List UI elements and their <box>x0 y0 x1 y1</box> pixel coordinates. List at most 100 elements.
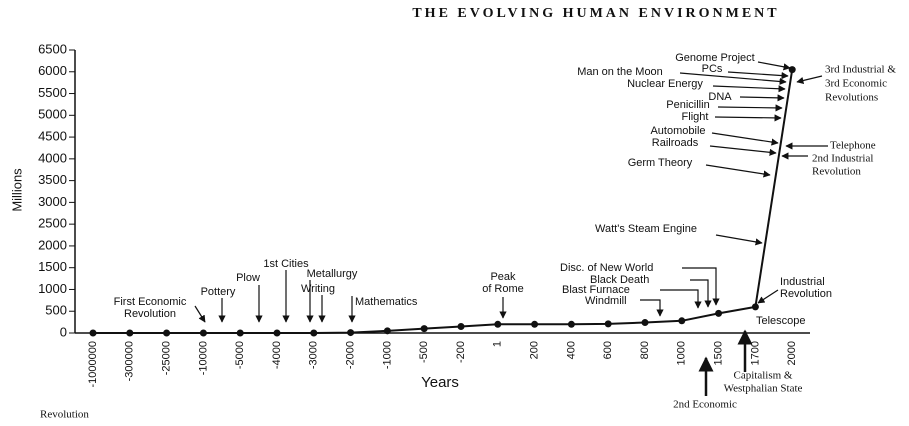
x-tick-label: 200 <box>529 341 541 359</box>
y-axis-label: Millions <box>9 168 24 212</box>
annotation-arrow <box>679 72 787 86</box>
annotation: Capitalism & <box>734 370 793 382</box>
x-tick-label: -3000 <box>308 341 320 369</box>
x-tick-label: 1 <box>492 341 504 347</box>
point <box>310 329 318 337</box>
y-tick-label: 1500 <box>38 259 67 274</box>
annotation-arrow <box>682 267 720 306</box>
annotation: Peak <box>490 271 516 283</box>
y-tick-label: 2500 <box>38 216 67 231</box>
y-tick-label: 4500 <box>38 129 67 144</box>
annotation: Disc. of New World <box>560 262 653 274</box>
annotation: Genome Project <box>675 52 754 64</box>
y-tick-label: 3500 <box>38 172 67 187</box>
annotation: Penicillin <box>666 99 709 111</box>
point <box>383 327 391 335</box>
y-tick-label: 500 <box>45 303 67 318</box>
annotation: First Economic <box>114 296 187 308</box>
annotation-arrow <box>714 114 782 122</box>
annotation: DNA <box>708 91 732 103</box>
annotation: Pottery <box>201 286 236 298</box>
annotation-arrow <box>717 104 783 112</box>
annotation: Revolution <box>780 288 832 300</box>
annotation-arrow <box>715 234 763 246</box>
annotation: 1st Cities <box>263 258 309 270</box>
y-tick-label: 0 <box>60 324 67 339</box>
x-tick-label: -10000 <box>197 341 209 375</box>
x-tick-label: -500 <box>418 341 430 363</box>
annotation: Germ Theory <box>628 157 693 169</box>
y-tick-label: 2000 <box>38 237 67 252</box>
annotation: Telescope <box>756 315 806 327</box>
annotation-arrow <box>640 299 664 317</box>
annotation-arrow <box>712 85 786 93</box>
annotation: Westphalian State <box>724 383 803 395</box>
annotation: Telephone <box>830 140 876 152</box>
annotation: Blast Furnace <box>562 284 630 296</box>
annotation: Windmill <box>585 295 627 307</box>
x-tick-label: -2000 <box>345 341 357 369</box>
x-tick-label: 800 <box>639 341 651 359</box>
annotation-arrow <box>709 145 777 156</box>
x-tick-label: -300000 <box>124 341 136 381</box>
annotation-arrow <box>690 279 712 308</box>
annotation: Industrial <box>780 276 825 288</box>
x-tick-label: 400 <box>565 341 577 359</box>
annotation-arrow <box>796 75 823 84</box>
point <box>236 329 244 337</box>
annotation-arrow <box>194 305 206 323</box>
annotation: Flight <box>682 111 709 123</box>
point <box>163 329 171 337</box>
annotation-arrow <box>711 132 779 146</box>
x-tick-label: -5000 <box>234 341 246 369</box>
annotation: 2nd Economic <box>673 399 737 411</box>
point <box>457 322 465 330</box>
point <box>494 320 502 328</box>
annotation: of Rome <box>482 283 524 295</box>
y-tick-label: 6500 <box>38 41 67 56</box>
annotation-arrow <box>705 164 771 178</box>
y-tick-label: 1000 <box>38 281 67 296</box>
line <box>93 69 794 334</box>
point <box>604 320 612 328</box>
annotation: 3rd Industrial & <box>825 64 896 76</box>
annotation: Metallurgy <box>307 268 358 280</box>
annotation-arrow <box>727 71 789 80</box>
annotation: Mathematics <box>355 296 418 308</box>
annotation: Railroads <box>652 137 699 149</box>
point <box>89 329 97 337</box>
point <box>531 320 539 328</box>
point <box>567 320 575 328</box>
x-tick-label: -4000 <box>271 341 283 369</box>
y-tick-label: 4000 <box>38 150 67 165</box>
y-tick-label: 5500 <box>38 85 67 100</box>
annotation: Writing <box>301 283 335 295</box>
annotation: Automobile <box>650 125 705 137</box>
point <box>751 303 759 311</box>
y-tick-label: 6000 <box>38 63 67 78</box>
point <box>641 319 649 327</box>
annotation: Man on the Moon <box>577 66 663 78</box>
point <box>678 317 686 325</box>
annotation: Revolutions <box>825 92 878 104</box>
x-tick-label: 2000 <box>786 341 798 365</box>
point <box>347 329 355 337</box>
annotation: Plow <box>236 272 260 284</box>
annotation-arrow <box>660 289 702 309</box>
annotation-arrow <box>757 61 791 71</box>
x-axis-label: Years <box>421 374 459 391</box>
point <box>273 329 281 337</box>
x-tick-label: -1000 <box>381 341 393 369</box>
annotation: PCs <box>702 63 723 75</box>
annotation: Revolution <box>124 308 176 320</box>
annotation: 2nd Industrial <box>812 153 873 165</box>
point <box>715 309 723 317</box>
y-tick-label: 5000 <box>38 107 67 122</box>
x-tick-label: 1000 <box>676 341 688 365</box>
x-tick-label: 1500 <box>713 341 725 365</box>
annotation: Nuclear Energy <box>627 78 703 90</box>
x-tick-label: -25000 <box>161 341 173 375</box>
point <box>420 325 428 333</box>
annotation: Revolution <box>40 409 89 421</box>
point <box>788 66 796 74</box>
